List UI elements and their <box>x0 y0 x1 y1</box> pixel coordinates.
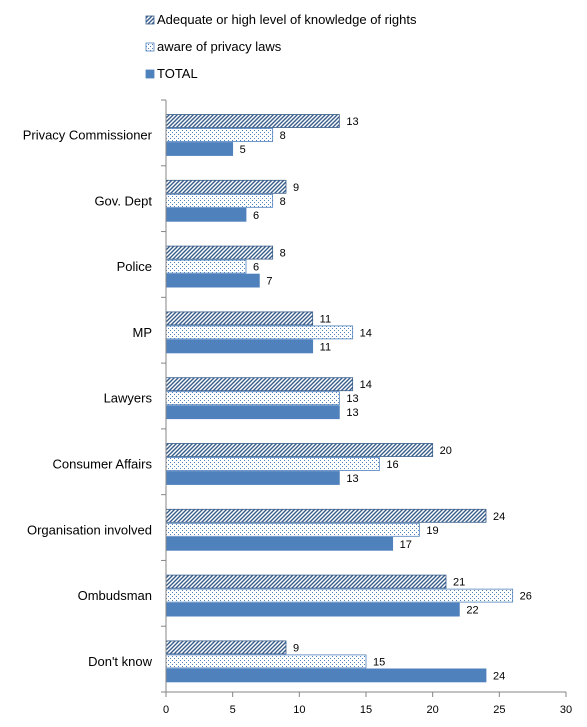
legend-label-3: TOTAL <box>157 66 198 81</box>
bar <box>165 325 354 340</box>
legend-label-1: Adequate or high level of knowledge of r… <box>157 12 417 27</box>
x-tick-label: 0 <box>163 704 169 716</box>
legend-label-2: aware of privacy laws <box>157 39 282 54</box>
bar <box>165 179 287 194</box>
bar <box>165 654 367 669</box>
x-tick-label: 15 <box>360 704 372 716</box>
category-label: Don't know <box>88 654 153 669</box>
data-label: 11 <box>320 313 331 325</box>
bar <box>165 311 314 326</box>
data-label: 11 <box>320 341 331 353</box>
data-label: 20 <box>440 445 452 457</box>
data-label: 13 <box>346 473 358 485</box>
bar <box>165 508 487 523</box>
legend-swatch-2 <box>145 42 155 52</box>
bar <box>165 259 247 274</box>
category-label: Police <box>117 259 152 274</box>
x-tick-label: 20 <box>427 704 439 716</box>
data-label: 22 <box>466 605 478 617</box>
data-label: 15 <box>373 656 385 668</box>
bar <box>165 443 434 457</box>
bar <box>165 128 274 142</box>
bar <box>165 588 514 603</box>
data-label: 6 <box>253 262 259 274</box>
bar <box>165 339 314 354</box>
data-label: 7 <box>266 276 272 288</box>
bar <box>165 522 420 537</box>
bar <box>165 574 447 589</box>
bar <box>165 193 274 208</box>
data-label: 13 <box>346 393 358 405</box>
bar <box>165 207 247 222</box>
bar <box>165 391 340 406</box>
bar <box>165 471 340 485</box>
data-label: 13 <box>346 116 358 128</box>
data-label: 6 <box>253 210 259 222</box>
bar <box>165 273 260 288</box>
data-label: 17 <box>400 539 412 551</box>
category-label: Ombudsman <box>78 588 152 603</box>
data-label: 21 <box>453 577 465 589</box>
data-label: 16 <box>386 459 398 471</box>
x-tick-label: 25 <box>493 704 505 716</box>
category-label: Consumer Affairs <box>53 457 153 472</box>
category-label: MP <box>133 325 153 340</box>
category-label: Privacy Commissioner <box>23 128 153 143</box>
category-label: Organisation involved <box>27 522 152 537</box>
bar <box>165 536 394 551</box>
bar <box>165 142 234 156</box>
data-label: 14 <box>360 327 372 339</box>
x-tick-label: 5 <box>230 704 236 716</box>
data-label: 24 <box>493 670 505 682</box>
data-label: 24 <box>493 511 505 523</box>
bar <box>165 668 487 683</box>
legend-swatch-1 <box>145 15 155 25</box>
data-label: 8 <box>280 130 286 142</box>
bar <box>165 602 460 617</box>
x-tick-label: 10 <box>293 704 305 716</box>
data-label: 14 <box>360 379 372 391</box>
data-label: 19 <box>426 525 438 537</box>
data-label: 5 <box>240 144 246 156</box>
legend-swatch-3 <box>145 69 155 79</box>
data-label: 8 <box>280 248 286 260</box>
bar <box>165 245 274 260</box>
data-label: 26 <box>520 591 532 603</box>
data-label: 9 <box>293 182 299 194</box>
x-tick-label: 30 <box>560 704 572 716</box>
bar <box>165 377 354 392</box>
bar <box>165 457 380 471</box>
bar <box>165 405 340 420</box>
data-label: 9 <box>293 642 299 654</box>
category-label: Lawyers <box>104 391 153 406</box>
category-label: Gov. Dept <box>94 193 152 208</box>
bar <box>165 114 340 128</box>
legend: Adequate or high level of knowledge of r… <box>145 12 417 81</box>
data-label: 8 <box>280 196 286 208</box>
data-label: 13 <box>346 407 358 419</box>
bar <box>165 640 287 655</box>
